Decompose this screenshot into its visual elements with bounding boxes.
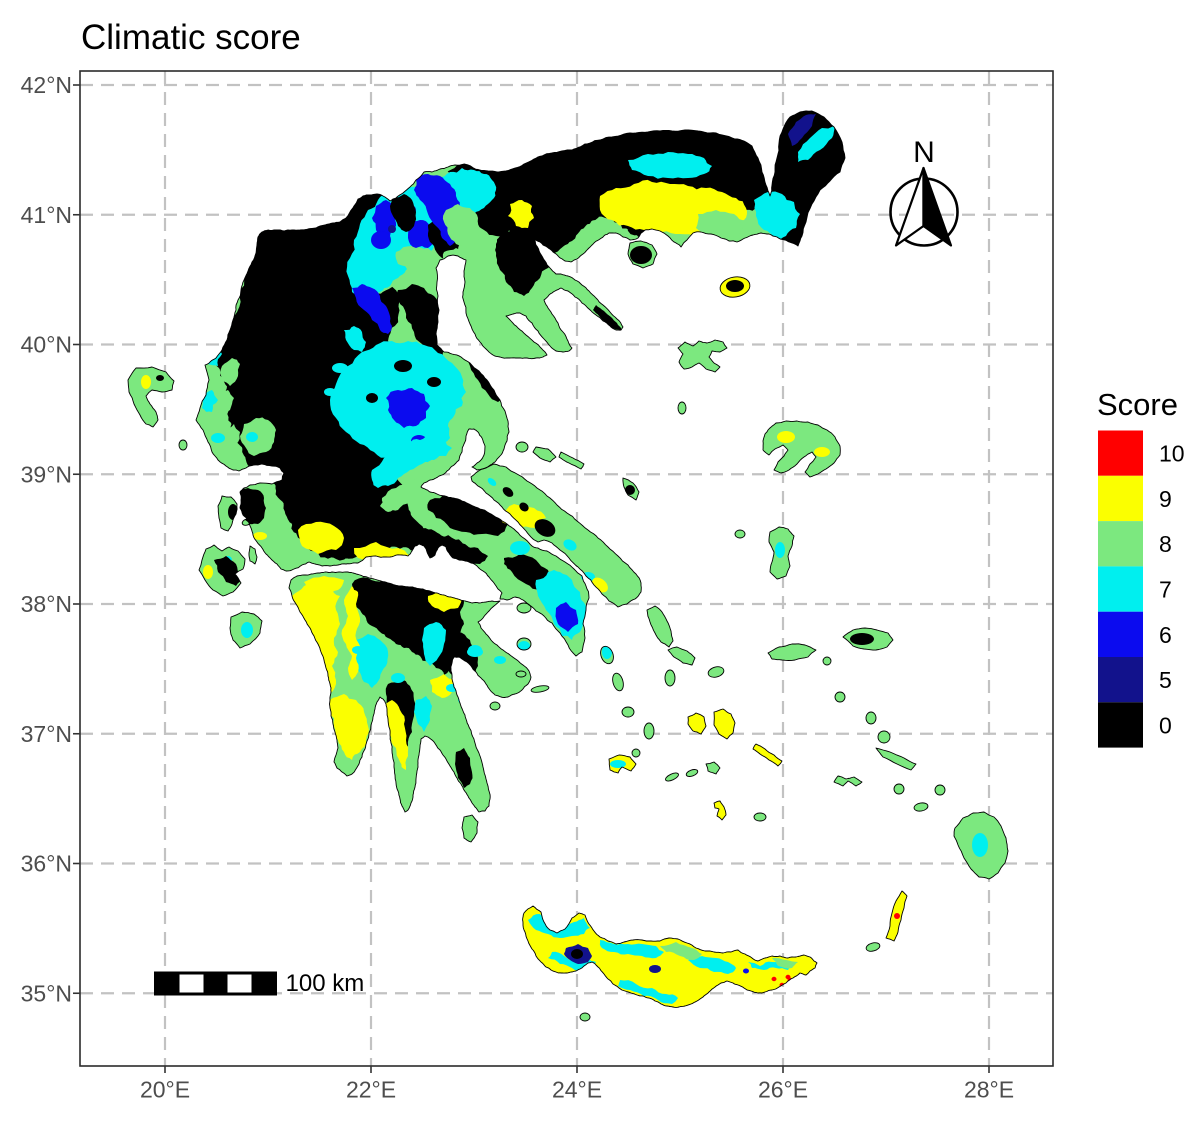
svg-text:40°N: 40°N bbox=[21, 332, 72, 358]
svg-text:39°N: 39°N bbox=[21, 461, 72, 487]
svg-text:8: 8 bbox=[1159, 531, 1172, 557]
svg-text:5: 5 bbox=[1159, 667, 1172, 693]
svg-text:100 km: 100 km bbox=[286, 970, 365, 997]
svg-text:0: 0 bbox=[1159, 712, 1172, 738]
svg-text:10: 10 bbox=[1159, 441, 1185, 467]
svg-text:38°N: 38°N bbox=[21, 591, 72, 617]
svg-text:36°N: 36°N bbox=[21, 851, 72, 877]
svg-text:41°N: 41°N bbox=[21, 202, 72, 228]
svg-text:Climatic score: Climatic score bbox=[81, 18, 301, 57]
svg-text:9: 9 bbox=[1159, 486, 1172, 512]
svg-text:26°E: 26°E bbox=[758, 1077, 808, 1103]
svg-text:6: 6 bbox=[1159, 622, 1172, 648]
svg-text:20°E: 20°E bbox=[140, 1077, 190, 1103]
svg-text:7: 7 bbox=[1159, 577, 1172, 603]
svg-text:22°E: 22°E bbox=[346, 1077, 396, 1103]
svg-text:37°N: 37°N bbox=[21, 721, 72, 747]
svg-text:N: N bbox=[913, 136, 935, 169]
svg-text:42°N: 42°N bbox=[21, 72, 72, 98]
svg-text:35°N: 35°N bbox=[21, 980, 72, 1006]
svg-text:24°E: 24°E bbox=[552, 1077, 602, 1103]
svg-text:28°E: 28°E bbox=[964, 1077, 1014, 1103]
svg-text:Score: Score bbox=[1097, 387, 1178, 422]
